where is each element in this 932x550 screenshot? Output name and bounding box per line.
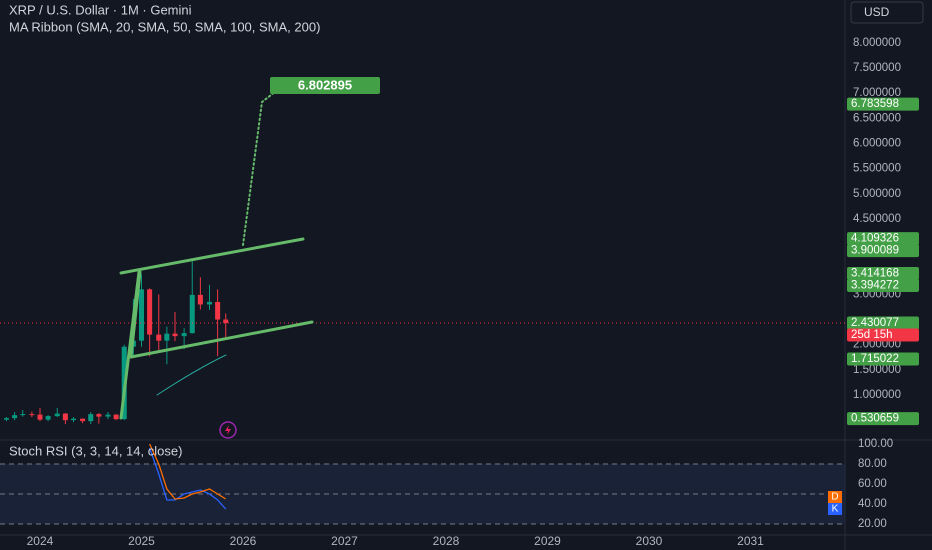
candle-body: [70, 418, 77, 421]
candle-body: [147, 289, 153, 335]
candle-body: [62, 413, 68, 421]
x-tick-label: 2030: [636, 534, 663, 548]
candle-body: [197, 294, 203, 305]
drawings: 6.802895: [119, 77, 380, 439]
x-tick-label: 2027: [331, 534, 358, 548]
price-badge-label: 3.414168: [851, 268, 899, 280]
candle-body: [96, 414, 102, 417]
legend-label: D: [831, 492, 838, 503]
y-tick-label: 6.500000: [853, 112, 901, 124]
candle-body: [105, 414, 111, 417]
price-badge-label: 3.394272: [851, 280, 899, 292]
candle-body: [223, 319, 229, 324]
y-tick-label: 4.500000: [853, 213, 901, 225]
plot-layer: 8.000000 7.500000 7.000000 6.500000 6.000000…: [0, 37, 919, 548]
ma-line: [156, 354, 227, 396]
chart-title: XRP / U.S. Dollar · 1M · Gemini: [9, 2, 192, 17]
price-badge: [847, 232, 919, 246]
price-badge-label: 1.715022: [851, 353, 899, 365]
x-tick-label: 2028: [433, 534, 460, 548]
legend-label: K: [832, 504, 839, 515]
flagpole: [129, 270, 142, 359]
indicator-title: MA Ribbon (SMA, 20, SMA, 50, SMA, 100, S…: [9, 19, 320, 34]
price-badge: [847, 279, 919, 293]
currency-label[interactable]: USD: [864, 5, 890, 19]
candle-body: [189, 294, 195, 334]
price-badge: [847, 244, 919, 258]
price-badge: [847, 412, 919, 426]
price-badge: [847, 352, 919, 366]
x-tick-label: 2031: [737, 534, 764, 548]
price-badge-label: 3.900089: [851, 245, 899, 257]
y-tick-label: 6.000000: [853, 138, 901, 150]
currency-button[interactable]: [850, 1, 924, 24]
candle-body: [113, 414, 119, 420]
legend-badge: [828, 503, 842, 515]
candle-body: [164, 333, 170, 341]
y-tick-label: 8.000000: [853, 37, 901, 49]
candle-body: [215, 301, 221, 320]
channel-upper: [119, 237, 305, 275]
y-tick-label: 7.000000: [853, 87, 901, 99]
price-badge-label: 0.530659: [851, 413, 899, 425]
candle-body: [181, 333, 187, 337]
x-tick-label: 2024: [27, 534, 54, 548]
candle-body: [80, 418, 86, 422]
candle-body: [29, 414, 35, 416]
price-badge: [847, 328, 919, 342]
event-bolt: [225, 425, 231, 435]
candle-body: [206, 301, 213, 305]
candle-body: [45, 416, 51, 420]
y-tick-label: 5.500000: [853, 163, 901, 175]
x-tick-label: 2026: [230, 534, 257, 548]
y-tick-label: 1.500000: [853, 364, 901, 376]
candle-body: [88, 414, 94, 422]
price-badge-label: 25d 15h: [851, 329, 893, 341]
price-badge-label: 4.109326: [851, 233, 899, 245]
price-badge: [847, 267, 919, 281]
candle-body: [156, 334, 162, 341]
y-tick-label: 40.00: [858, 498, 887, 510]
x-tick-label: 2025: [128, 534, 155, 548]
channel-lower: [129, 320, 314, 359]
price-badge: [847, 316, 919, 330]
price-badge-label: 2.430077: [851, 317, 899, 329]
candle-body: [20, 414, 26, 416]
event-icon: [219, 421, 237, 439]
target-box: [270, 77, 380, 94]
oscillator-title: Stoch RSI (3, 3, 14, 14, close): [9, 443, 182, 458]
candle-body: [172, 333, 178, 337]
y-tick-label: 100.00: [858, 438, 893, 450]
price-badge-label: 6.783598: [851, 98, 899, 110]
oscillator-line: [149, 443, 227, 500]
y-tick-label: 1.000000: [853, 389, 901, 401]
y-tick-label: 7.500000: [853, 62, 901, 74]
candle-body: [37, 414, 43, 420]
candle-body: [3, 418, 10, 420]
y-tick-label: 20.00: [858, 518, 887, 530]
y-tick-label: 5.000000: [853, 188, 901, 200]
price-badge: [847, 97, 919, 111]
candle-body: [138, 289, 145, 341]
x-tick-label: 2029: [534, 534, 561, 548]
oscillator-line: [148, 447, 227, 510]
y-tick-label: 2.000000: [853, 339, 901, 351]
candle-body: [54, 413, 60, 417]
y-tick-label: 80.00: [858, 458, 887, 470]
y-tick-label: 60.00: [858, 478, 887, 490]
legend-badge: [828, 491, 842, 503]
candle-body: [12, 415, 18, 419]
target-label: 6.802895: [298, 77, 352, 92]
